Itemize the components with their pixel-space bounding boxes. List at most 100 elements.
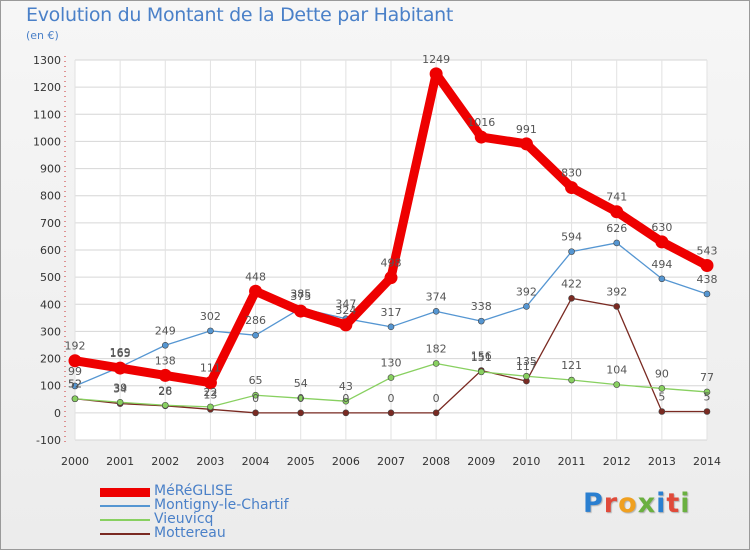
- chart-unit: (en €): [26, 29, 59, 42]
- x-tick-label: 2001: [106, 455, 134, 468]
- data-point: [613, 381, 621, 388]
- x-tick-label: 2010: [512, 455, 540, 468]
- grid: [74, 59, 708, 441]
- data-label: 111: [200, 362, 221, 375]
- data-label: 438: [697, 273, 718, 286]
- series: [68, 67, 714, 417]
- y-tick-label: 100: [40, 380, 61, 393]
- data-point: [161, 401, 169, 409]
- data-label: 385: [290, 287, 311, 300]
- data-label: 77: [700, 371, 714, 384]
- data-label: 52: [68, 378, 82, 391]
- data-label: 5: [658, 391, 665, 404]
- data-label: 138: [155, 354, 176, 367]
- legend-swatch: [100, 485, 150, 499]
- x-tick-label: 2002: [151, 455, 179, 468]
- data-point: [523, 372, 530, 380]
- data-label: 991: [516, 123, 537, 136]
- data-point: [384, 271, 398, 285]
- data-label: 494: [651, 258, 672, 271]
- data-point: [387, 409, 395, 417]
- data-label: 830: [561, 167, 582, 180]
- data-point: [523, 303, 530, 310]
- data-point: [703, 290, 711, 298]
- data-label: 0: [388, 392, 395, 405]
- x-tick-label: 2008: [422, 455, 450, 468]
- data-point: [658, 385, 666, 392]
- data-point: [297, 409, 305, 417]
- x-tick-label: 2014: [693, 455, 721, 468]
- data-label: 5: [704, 391, 711, 404]
- data-point: [432, 308, 440, 315]
- data-label: 104: [606, 364, 627, 377]
- data-label: 54: [294, 377, 308, 390]
- data-point: [294, 304, 308, 318]
- data-point: [610, 205, 624, 219]
- data-point: [568, 295, 575, 302]
- data-point: [342, 409, 350, 417]
- x-tick-label: 2013: [648, 455, 676, 468]
- legend-swatch: [100, 513, 150, 527]
- data-label: 182: [426, 342, 447, 355]
- data-point: [339, 318, 353, 332]
- data-label: 0: [297, 392, 304, 405]
- data-label: 28: [158, 384, 172, 397]
- data-point: [68, 354, 82, 368]
- x-tick-label: 2005: [287, 455, 315, 468]
- data-label: 121: [561, 359, 582, 372]
- data-label: 626: [606, 222, 627, 235]
- data-point: [432, 409, 440, 417]
- y-tick-label: 0: [54, 407, 61, 420]
- data-label: 543: [697, 244, 718, 257]
- data-point: [252, 331, 259, 339]
- data-label: 165: [110, 347, 131, 360]
- data-point: [477, 317, 485, 325]
- data-label: 741: [606, 191, 627, 204]
- data-label: 392: [606, 285, 627, 298]
- data-label: 374: [426, 290, 447, 303]
- data-point: [655, 235, 669, 249]
- data-point: [387, 323, 395, 331]
- data-point: [116, 398, 124, 406]
- data-point: [252, 391, 259, 399]
- data-point: [700, 258, 714, 272]
- data-label: 151: [471, 351, 492, 364]
- data-label: 39: [113, 381, 127, 394]
- data-point: [342, 397, 350, 405]
- data-point: [161, 341, 169, 349]
- data-point: [432, 360, 440, 367]
- data-point: [613, 239, 621, 247]
- data-point: [658, 275, 666, 283]
- x-tick-label: 2011: [558, 455, 586, 468]
- y-tick-label: 1100: [33, 108, 61, 121]
- legend-label: MéRéGLISE: [154, 483, 233, 499]
- data-label: 156: [471, 350, 492, 363]
- data-label: 630: [651, 221, 672, 234]
- data-point: [207, 403, 214, 411]
- y-tick-label: 900: [40, 163, 61, 176]
- x-tick-label: 2012: [603, 455, 631, 468]
- data-point: [474, 130, 488, 144]
- data-point: [568, 248, 575, 255]
- y-tick-label: 600: [40, 244, 61, 257]
- legend-label: Mottereau: [154, 525, 226, 541]
- legend-swatch: [100, 499, 150, 513]
- legend-label: Montigny-le-Chartif: [154, 497, 289, 513]
- data-point: [158, 368, 172, 382]
- axes: -100010020030040050060070080090010001100…: [33, 54, 721, 468]
- legend-label: Vieuvicq: [154, 511, 214, 527]
- y-tick-label: 400: [40, 298, 61, 311]
- y-tick-label: -100: [36, 434, 61, 447]
- data-label: 594: [561, 231, 582, 244]
- data-label: 0: [252, 392, 259, 405]
- data-label: 302: [200, 310, 221, 323]
- data-point: [429, 67, 443, 81]
- data-label: 34: [113, 383, 127, 396]
- x-tick-label: 2000: [61, 455, 89, 468]
- data-label: 22: [203, 386, 217, 399]
- legend-swatch: [100, 527, 150, 541]
- x-tick-label: 2007: [377, 455, 405, 468]
- proxiti-logo: Proxiti: [583, 488, 691, 519]
- data-label: 317: [381, 306, 402, 319]
